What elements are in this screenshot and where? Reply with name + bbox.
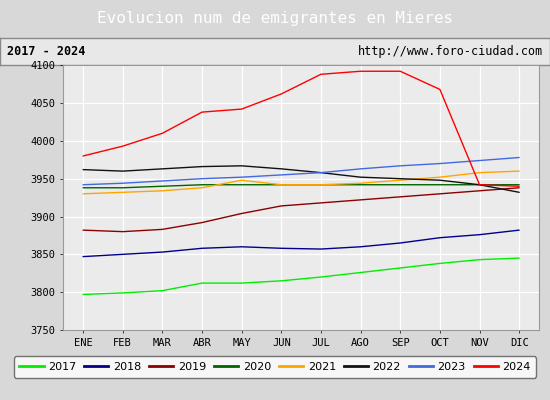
- Text: http://www.foro-ciudad.com: http://www.foro-ciudad.com: [358, 45, 543, 58]
- Legend: 2017, 2018, 2019, 2020, 2021, 2022, 2023, 2024: 2017, 2018, 2019, 2020, 2021, 2022, 2023…: [14, 356, 536, 378]
- Text: 2017 - 2024: 2017 - 2024: [7, 45, 85, 58]
- Text: Evolucion num de emigrantes en Mieres: Evolucion num de emigrantes en Mieres: [97, 12, 453, 26]
